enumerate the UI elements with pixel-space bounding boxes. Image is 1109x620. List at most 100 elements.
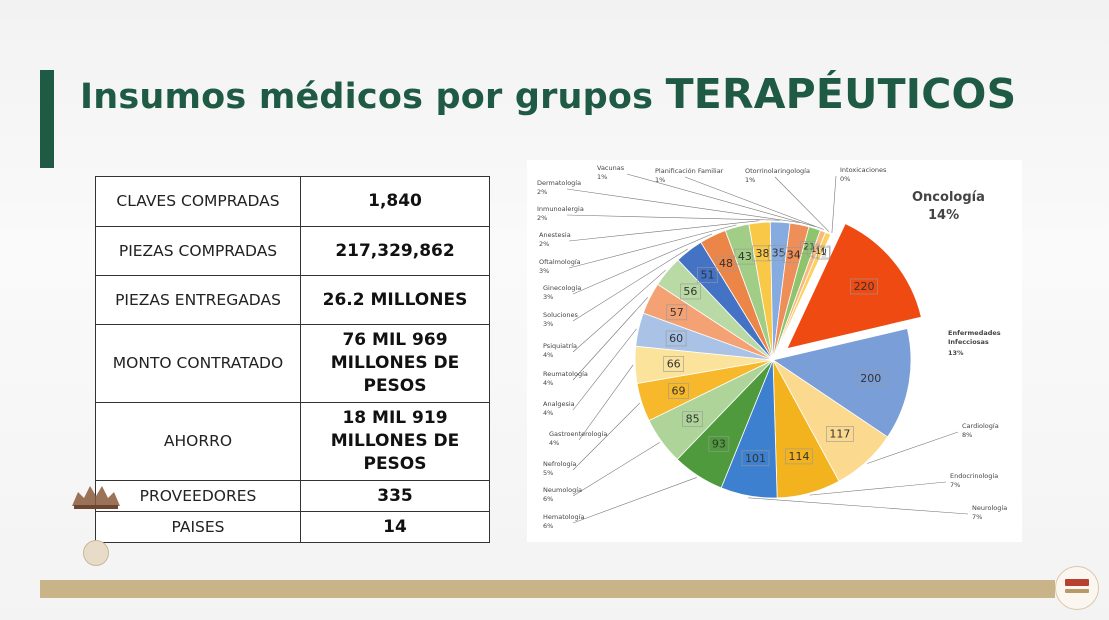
- pie-slice-oncologia: [786, 223, 922, 350]
- stat-value: 76 MIL 969 MILLONES DE PESOS: [300, 324, 490, 403]
- category-label-analgesia: Analgesia: [543, 400, 575, 408]
- page-title: Insumos médicos por grupos TERAPÉUTICOS: [80, 70, 1016, 118]
- leader-line-analgesia: [572, 328, 637, 411]
- table-row: AHORRO 18 MIL 919 MILLONES DE PESOS: [95, 402, 490, 481]
- category-label-psiquiatria: Psiquiatría: [543, 342, 577, 350]
- data-label-box: [850, 278, 878, 295]
- category-label-cardiologia: Cardiología: [962, 422, 999, 430]
- category-label-hematologia: Hematología: [543, 513, 584, 521]
- gobierno-logo-icon: [1055, 566, 1099, 610]
- data-label-planificacion-familiar: 10: [811, 245, 823, 255]
- data-label-otorrinolaringologia: 10: [815, 247, 827, 257]
- data-label-box: [666, 304, 688, 321]
- stat-label: PROVEEDORES: [95, 480, 301, 512]
- title-accent-bar: [40, 70, 54, 168]
- table-row: PROVEEDORES 335: [95, 480, 490, 512]
- data-label-box: [785, 448, 813, 465]
- stat-value: 1,840: [300, 176, 490, 227]
- stat-value: 18 MIL 919 MILLONES DE PESOS: [300, 402, 490, 481]
- data-label-box: [715, 255, 737, 272]
- category-percent-ginecologia: 3%: [543, 293, 553, 301]
- category-label-dermatologia: Dermatología: [537, 179, 581, 187]
- leader-line-psiquiatria: [572, 269, 666, 353]
- data-label-analgesia: 60: [669, 332, 683, 345]
- data-label-box: [680, 283, 701, 300]
- leader-line-anestesia: [568, 220, 760, 242]
- category-label-anestesia: Anestesia: [539, 231, 571, 239]
- seal-icon: [83, 540, 109, 566]
- data-label-soluciones: 51: [700, 269, 714, 282]
- leader-line-neurologia: [748, 497, 969, 515]
- category-percent-vacunas: 1%: [597, 173, 607, 181]
- category-percent-dermatologia: 2%: [537, 188, 547, 196]
- data-label-box: [817, 246, 830, 260]
- leader-line-nefrologia: [572, 402, 640, 471]
- stats-table: CLAVES COMPRADAS 1,840 PIEZAS COMPRADAS …: [95, 176, 490, 543]
- category-label-reumatologia: Reumatología: [543, 370, 588, 378]
- stat-value: 26.2 MILLONES: [300, 275, 490, 325]
- category-label-soluciones: Soluciones: [543, 311, 579, 319]
- table-row: PAISES 14: [95, 511, 490, 543]
- data-label-hematologia: 93: [712, 437, 726, 450]
- category-percent-otorrinolaringologia: 1%: [745, 176, 755, 184]
- category-label-planificacion-familiar: Planificación Familiar: [655, 167, 724, 175]
- category-label-nefrologia: Nefrología: [543, 460, 576, 468]
- title-part-2: TERAPÉUTICOS: [665, 70, 1017, 118]
- stat-label: PIEZAS COMPRADAS: [95, 226, 301, 276]
- data-label-gastroenterologia: 66: [667, 357, 681, 370]
- category-percent-nefrologia: 5%: [543, 469, 553, 477]
- data-label-box: [663, 356, 685, 372]
- data-label-endocrinologia: 114: [788, 450, 809, 463]
- stat-label: PAISES: [95, 511, 301, 543]
- category-label-inmunoalergia: Inmunoalergia: [537, 205, 584, 213]
- category-percent-neumologia: 6%: [543, 495, 553, 503]
- data-label-enfermedades-infecciosas: 200: [860, 372, 881, 385]
- table-row: CLAVES COMPRADAS 1,840: [95, 176, 490, 227]
- pie-slice-intoxicaciones: [772, 234, 832, 361]
- data-label-anestesia: 38: [755, 247, 769, 260]
- category-label-oncologia: Oncología: [912, 190, 985, 205]
- data-label-intoxicaciones: 1: [821, 248, 827, 258]
- stat-label: PIEZAS ENTREGADAS: [95, 275, 301, 325]
- pie-chart-panel: 220 Oncología 14% 200 Enfermedades Infecciosa…: [527, 160, 1022, 542]
- eagle-emblem-icon: [72, 486, 120, 509]
- data-label-box: [708, 436, 730, 452]
- category-percent-oftalmologia: 3%: [539, 267, 549, 275]
- leader-line-hematologia: [572, 477, 697, 524]
- stat-label: CLAVES COMPRADAS: [95, 176, 301, 227]
- data-label-box: [856, 370, 885, 387]
- data-label-box: [812, 245, 831, 259]
- table-row: PIEZAS COMPRADAS 217,329,862: [95, 226, 490, 276]
- stat-label: MONTO CONTRATADO: [95, 324, 301, 403]
- data-label-nefrologia: 69: [671, 385, 685, 398]
- data-label-vacunas: 21: [804, 243, 815, 253]
- category-percent-psiquiatria: 4%: [543, 351, 553, 359]
- table-row: MONTO CONTRATADO 76 MIL 969 MILLONES DE …: [95, 324, 490, 403]
- table-row: PIEZAS ENTREGADAS 26.2 MILLONES: [95, 275, 490, 325]
- category-percent-neurologia: 7%: [972, 513, 982, 521]
- category-percent-soluciones: 3%: [543, 320, 553, 328]
- leader-line-dermatologia: [566, 188, 801, 223]
- logo-mark-bar: [1065, 589, 1089, 593]
- leader-line-intoxicaciones: [831, 175, 837, 234]
- data-label-box: [826, 426, 854, 442]
- data-label-neurologia: 101: [745, 452, 766, 465]
- leader-line-reumatologia: [572, 297, 649, 381]
- leader-line-cardiologia: [867, 431, 959, 464]
- data-label-box: [682, 411, 703, 427]
- data-label-psiquiatria: 56: [683, 285, 697, 298]
- data-label-box: [665, 330, 687, 347]
- leader-line-soluciones: [572, 248, 688, 322]
- data-label-dermatologia: 34: [787, 248, 801, 261]
- category-label-neurologia: Neurología: [972, 504, 1007, 512]
- category-percent-intoxicaciones: 0%: [840, 175, 850, 183]
- category-label-gastroenterologia: Gastroenterología: [549, 430, 607, 438]
- stat-value: 14: [300, 511, 490, 543]
- category-label-oftalmologia: Oftalmología: [539, 258, 581, 266]
- footer-bar: [40, 580, 1055, 598]
- pie-slice-enfermedades-infecciosas: [772, 328, 912, 438]
- category-percent-hematologia: 6%: [543, 522, 553, 530]
- category-percent-inmunoalergia: 2%: [537, 214, 547, 222]
- data-label-box: [741, 450, 770, 467]
